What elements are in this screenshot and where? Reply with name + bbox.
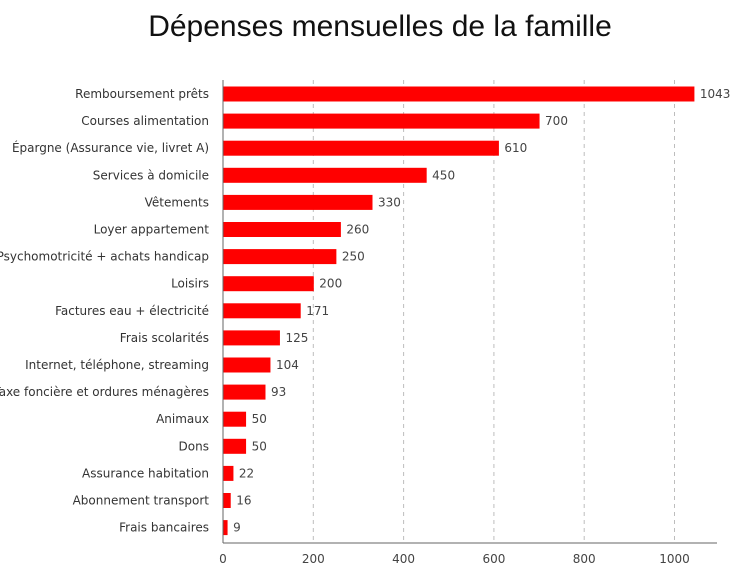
value-label: 200: [319, 277, 342, 291]
bar-10: [223, 330, 280, 346]
category-label: Épargne (Assurance vie, livret A): [12, 140, 209, 155]
x-tick-label-800: 800: [573, 552, 596, 566]
bar-2: [223, 113, 540, 129]
value-label: 50: [252, 439, 267, 453]
bar-5: [223, 194, 373, 210]
category-label: Animaux: [156, 412, 209, 426]
x-tick-label-600: 600: [482, 552, 505, 566]
bar-6: [223, 222, 341, 237]
category-label: Psychomotricité + achats handicap: [0, 250, 209, 264]
bar-12: [223, 384, 266, 400]
chart-title: Dépenses mensuelles de la famille: [148, 10, 612, 43]
category-label: Frais bancaires: [119, 521, 209, 535]
x-tick-label-200: 200: [302, 552, 325, 566]
category-label: Assurance habitation: [82, 466, 209, 480]
value-label: 125: [285, 331, 308, 345]
value-label: 50: [252, 412, 267, 426]
bar-13: [223, 411, 247, 427]
category-label: Dons: [179, 439, 209, 453]
bar-3: [223, 140, 499, 156]
category-label: Frais scolarités: [120, 331, 209, 345]
value-label: 260: [346, 223, 369, 237]
x-tick-label-1000: 1000: [659, 552, 690, 566]
x-tick-label-0: 0: [219, 552, 227, 566]
value-label: 16: [236, 494, 251, 508]
value-label: 700: [545, 114, 568, 128]
value-label: 250: [342, 250, 365, 264]
category-label: Courses alimentation: [81, 114, 209, 128]
gridlines: [312, 80, 675, 543]
category-label: Loyer appartement: [94, 223, 210, 237]
bar-8: [223, 276, 314, 292]
bar-11: [223, 357, 271, 373]
value-label: 22: [239, 466, 254, 480]
bar-1: [223, 86, 695, 102]
category-label: Remboursement prêts: [75, 87, 209, 101]
x-tick-label-400: 400: [392, 552, 415, 566]
value-label: 1043: [700, 87, 731, 101]
category-label: Taxe foncière et ordures ménagères: [0, 385, 209, 399]
category-label: Loisirs: [171, 277, 209, 291]
category-label: Abonnement transport: [73, 494, 210, 508]
bar-7: [223, 249, 337, 265]
category-label: Internet, téléphone, streaming: [25, 358, 209, 372]
axes: 0 200 400 600 800 1000 Remboursement prêts Cour…: [0, 80, 717, 566]
value-label: 610: [504, 141, 527, 155]
value-label: 450: [432, 168, 455, 182]
category-label: Services à domicile: [93, 168, 209, 182]
bar-14: [223, 438, 247, 454]
bar-4: [223, 167, 427, 183]
category-label: Factures eau + électricité: [55, 304, 209, 318]
value-label: 171: [306, 304, 329, 318]
category-label: Vêtements: [145, 195, 209, 209]
bar-15: [223, 465, 234, 481]
value-label: 93: [271, 385, 286, 399]
value-label: 330: [378, 195, 401, 209]
bar-17: [223, 520, 228, 536]
value-label: 9: [233, 521, 241, 535]
bar-16: [223, 493, 231, 508]
value-label: 104: [276, 358, 299, 372]
bar-9: [223, 303, 301, 319]
